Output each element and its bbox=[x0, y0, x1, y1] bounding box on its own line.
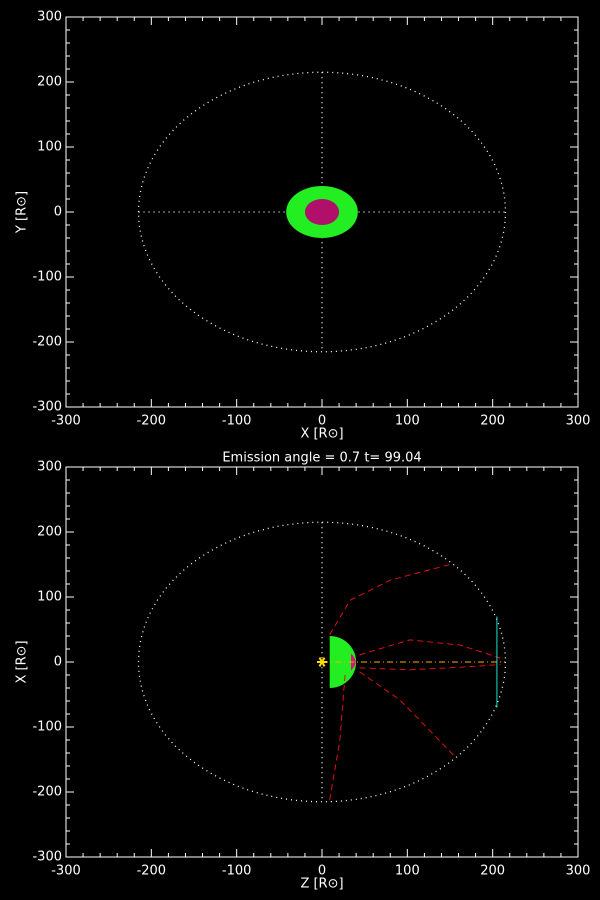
y-axis-label: Y [R⊙] bbox=[15, 191, 30, 234]
x-tick-label: 0 bbox=[318, 864, 326, 879]
source bbox=[318, 657, 326, 667]
shell bbox=[329, 636, 357, 688]
field-line bbox=[359, 664, 501, 671]
x-tick-label: -300 bbox=[51, 864, 81, 879]
y-tick-label: 200 bbox=[37, 525, 62, 540]
y-tick-label: 0 bbox=[54, 655, 62, 670]
x-tick-label: 100 bbox=[395, 414, 420, 429]
x-axis-label: Z [R⊙] bbox=[300, 877, 343, 892]
x-tick-label: -100 bbox=[222, 864, 252, 879]
field-line bbox=[359, 671, 456, 758]
y-tick-label: 300 bbox=[37, 10, 62, 25]
y-tick-label: -100 bbox=[32, 270, 62, 285]
x-tick-label: 300 bbox=[566, 414, 591, 429]
y-tick-label: -200 bbox=[32, 785, 62, 800]
x-tick-label: -100 bbox=[222, 414, 252, 429]
x-axis-label: X [R⊙] bbox=[300, 427, 343, 442]
field-line bbox=[329, 674, 346, 800]
y-tick-label: 200 bbox=[37, 75, 62, 90]
x-tick-label: -200 bbox=[137, 864, 167, 879]
field-line bbox=[359, 639, 501, 659]
x-tick-label: -300 bbox=[51, 414, 81, 429]
x-tick-label: -200 bbox=[137, 414, 167, 429]
core bbox=[304, 199, 340, 225]
y-tick-label: -200 bbox=[32, 335, 62, 350]
x-tick-label: 0 bbox=[318, 414, 326, 429]
y-tick-label: -100 bbox=[32, 720, 62, 735]
x-tick-label: 200 bbox=[480, 864, 505, 879]
orbit bbox=[137, 71, 507, 353]
y-tick-label: -300 bbox=[32, 850, 62, 865]
chart-title: Emission angle = 0.7 t= 99.04 bbox=[222, 451, 421, 466]
x-tick-label: 200 bbox=[480, 414, 505, 429]
x-tick-label: 300 bbox=[566, 864, 591, 879]
field-line bbox=[329, 564, 451, 635]
y-tick-label: 100 bbox=[37, 140, 62, 155]
y-tick-label: 0 bbox=[54, 205, 62, 220]
y-axis-label: X [R⊙] bbox=[15, 640, 30, 683]
y-tick-label: -300 bbox=[32, 400, 62, 415]
y-tick-label: 300 bbox=[37, 460, 62, 475]
x-tick-label: 100 bbox=[395, 864, 420, 879]
y-tick-label: 100 bbox=[37, 590, 62, 605]
